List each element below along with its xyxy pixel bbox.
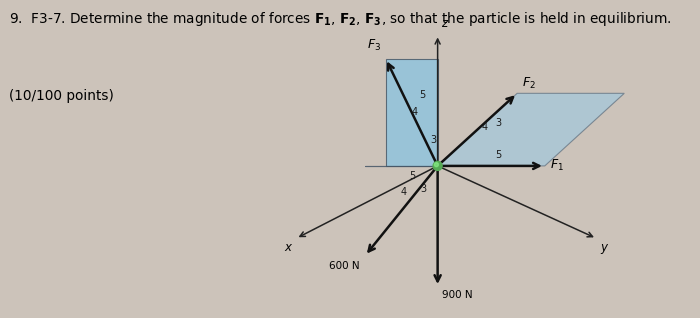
Polygon shape <box>438 93 624 166</box>
Text: 3: 3 <box>496 118 501 128</box>
Text: $\mathit{F}_3$: $\mathit{F}_3$ <box>367 38 381 53</box>
Text: 600 N: 600 N <box>329 261 360 271</box>
Text: 4: 4 <box>482 121 488 132</box>
Text: 4: 4 <box>411 107 417 117</box>
Text: 5: 5 <box>419 90 426 100</box>
Text: 3: 3 <box>420 184 426 194</box>
Text: z: z <box>441 17 447 31</box>
Text: 5: 5 <box>409 170 415 181</box>
Circle shape <box>433 162 442 170</box>
Text: 5: 5 <box>496 150 502 160</box>
Text: y: y <box>601 241 608 253</box>
Text: $\mathit{F}_1$: $\mathit{F}_1$ <box>550 158 564 173</box>
Text: 3: 3 <box>430 135 437 145</box>
Polygon shape <box>386 59 438 166</box>
Text: $\mathit{F}_2$: $\mathit{F}_2$ <box>522 75 536 91</box>
Text: (10/100 points): (10/100 points) <box>9 89 114 103</box>
Text: 9.  F3-7. Determine the magnitude of forces $\mathbf{F_1}$, $\mathbf{F_2}$, $\ma: 9. F3-7. Determine the magnitude of forc… <box>9 10 671 28</box>
Text: 900 N: 900 N <box>442 290 473 300</box>
Text: 4: 4 <box>400 187 407 197</box>
Text: x: x <box>285 241 292 254</box>
Circle shape <box>435 162 438 167</box>
